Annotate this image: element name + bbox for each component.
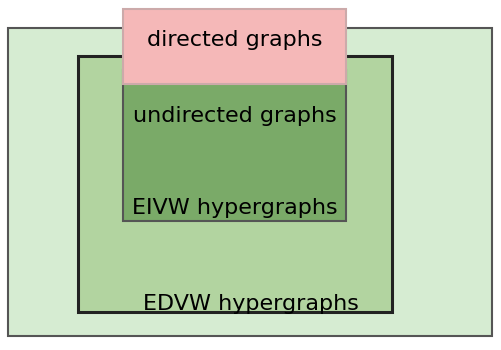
Bar — [123, 70, 346, 220]
Text: undirected graphs: undirected graphs — [132, 105, 336, 126]
Text: directed graphs: directed graphs — [146, 30, 322, 50]
Bar — [78, 56, 391, 312]
Bar — [123, 9, 346, 84]
Text: EIVW hypergraphs: EIVW hypergraphs — [131, 198, 337, 218]
Text: EDVW hypergraphs: EDVW hypergraphs — [143, 294, 358, 315]
Bar — [8, 28, 491, 336]
